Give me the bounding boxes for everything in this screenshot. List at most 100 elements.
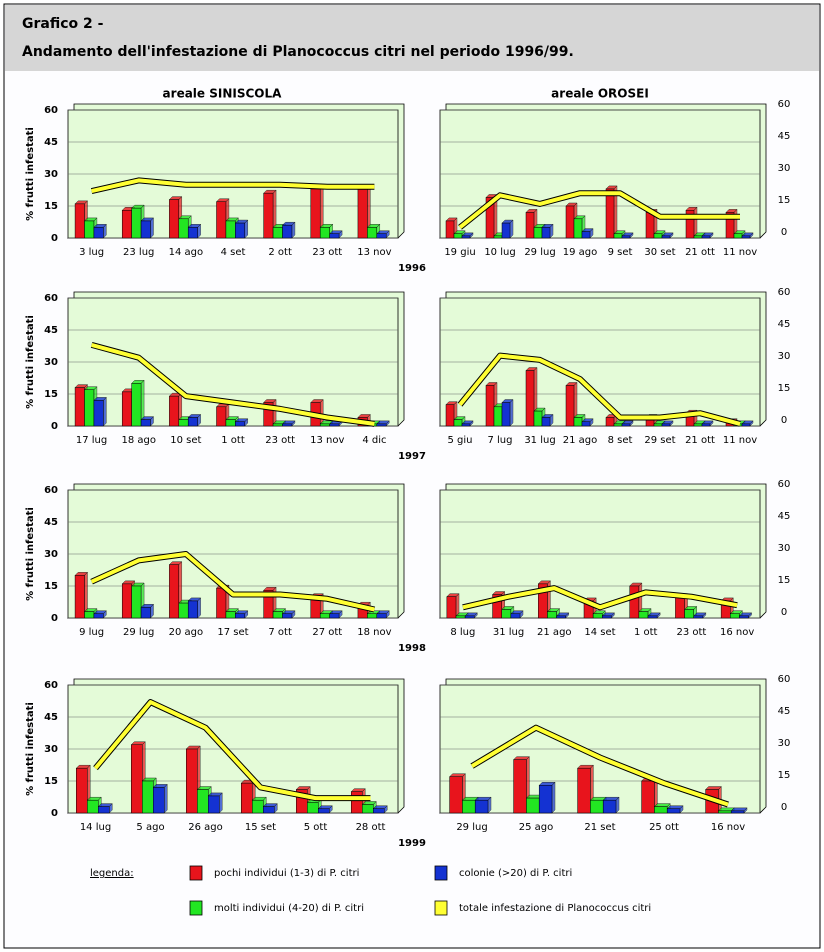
bar (121, 583, 132, 619)
x-tick-label: 11 nov (723, 247, 757, 258)
bar (462, 799, 476, 814)
x-tick-label: 31 lug (524, 435, 555, 446)
bar (725, 212, 735, 239)
bar (492, 594, 502, 619)
bar (565, 205, 575, 239)
bar (661, 235, 671, 239)
x-tick-label: 18 nov (357, 627, 391, 638)
y-tick-label: 0 (781, 607, 787, 618)
bar (730, 613, 740, 619)
total-line (93, 700, 371, 801)
bar (329, 233, 340, 239)
x-tick-label: 14 set (584, 627, 615, 638)
y-tick-label: 30 (44, 169, 58, 180)
y-tick-label: 30 (778, 543, 791, 554)
bar (739, 615, 749, 619)
bar (319, 423, 330, 427)
x-tick-label: 25 ago (519, 822, 554, 833)
bar (638, 611, 649, 619)
y-tick-label: 45 (778, 511, 791, 522)
y-tick-label: 30 (778, 163, 791, 174)
bar (131, 383, 142, 427)
bar-top (653, 803, 671, 807)
bar (581, 421, 591, 427)
bar (197, 789, 209, 814)
bar (453, 419, 463, 427)
bar (547, 611, 557, 619)
y-tick-label: 0 (51, 808, 58, 819)
bar (461, 423, 471, 427)
x-tick-label: 1 ott (221, 435, 245, 446)
bar-side (509, 398, 514, 427)
bar (513, 759, 527, 814)
bar (613, 423, 623, 427)
header-band (5, 5, 819, 71)
legend-label: totale infestazione di Planococcus citri (459, 903, 651, 914)
y-tick-label: 15 (44, 776, 58, 787)
legend-swatch (189, 900, 203, 916)
y-axis-label: % frutti infestati (25, 315, 36, 409)
bar (449, 776, 463, 814)
bar (733, 233, 743, 239)
bar (613, 233, 623, 239)
bar (741, 235, 751, 239)
bar (208, 795, 220, 814)
x-tick-label: 4 dic (362, 435, 386, 446)
x-tick-label: 10 set (170, 435, 201, 446)
x-tick-label: 9 set (608, 247, 633, 258)
bar-top (538, 782, 556, 786)
bar (701, 235, 711, 239)
x-tick-label: 21 ott (685, 247, 715, 258)
bar-side (150, 217, 154, 239)
y-tick-label: 15 (44, 389, 58, 400)
x-tick-label: 5 ago (136, 822, 164, 833)
x-tick-label: 16 nov (711, 822, 745, 833)
bar (573, 218, 583, 239)
y-tick-label: 45 (778, 319, 791, 330)
bar (87, 799, 99, 814)
column-title: areale OROSEI (551, 87, 649, 101)
bar (329, 613, 340, 619)
bar (169, 199, 180, 239)
x-tick-label: 21 set (584, 822, 615, 833)
x-tick-label: 19 ago (563, 247, 598, 258)
bar (121, 391, 132, 427)
bar-side (164, 783, 168, 814)
bar (329, 423, 340, 427)
bar (556, 615, 566, 619)
bar-top (730, 807, 748, 812)
x-tick-label: 30 set (644, 247, 675, 258)
legend-swatch (434, 900, 448, 916)
x-tick-label: 17 set (217, 627, 248, 638)
year-label: 1996 (398, 263, 426, 274)
y-tick-label: 45 (778, 706, 791, 717)
x-tick-label: 16 nov (720, 627, 754, 638)
bar (140, 220, 151, 239)
legend-swatch (434, 865, 448, 881)
bar-top (474, 796, 492, 801)
bar (282, 613, 293, 619)
bar (307, 802, 319, 814)
x-tick-label: 4 set (221, 247, 246, 258)
bar (501, 402, 511, 427)
bar-top (512, 756, 531, 760)
bar (241, 782, 253, 814)
bar (590, 799, 604, 814)
bar (153, 787, 165, 814)
y-tick-label: 60 (44, 680, 58, 691)
bar (121, 210, 132, 239)
bar (351, 791, 363, 814)
bar (501, 609, 512, 619)
bar (464, 615, 475, 619)
x-tick-label: 31 lug (493, 627, 524, 638)
bar (272, 611, 283, 619)
total-line (458, 191, 740, 229)
bar (93, 613, 104, 619)
bar (357, 188, 368, 239)
bar (510, 613, 521, 619)
bar (282, 224, 293, 239)
bar (187, 417, 198, 427)
bar (501, 222, 511, 239)
bar (602, 799, 617, 814)
total-line (470, 725, 729, 807)
